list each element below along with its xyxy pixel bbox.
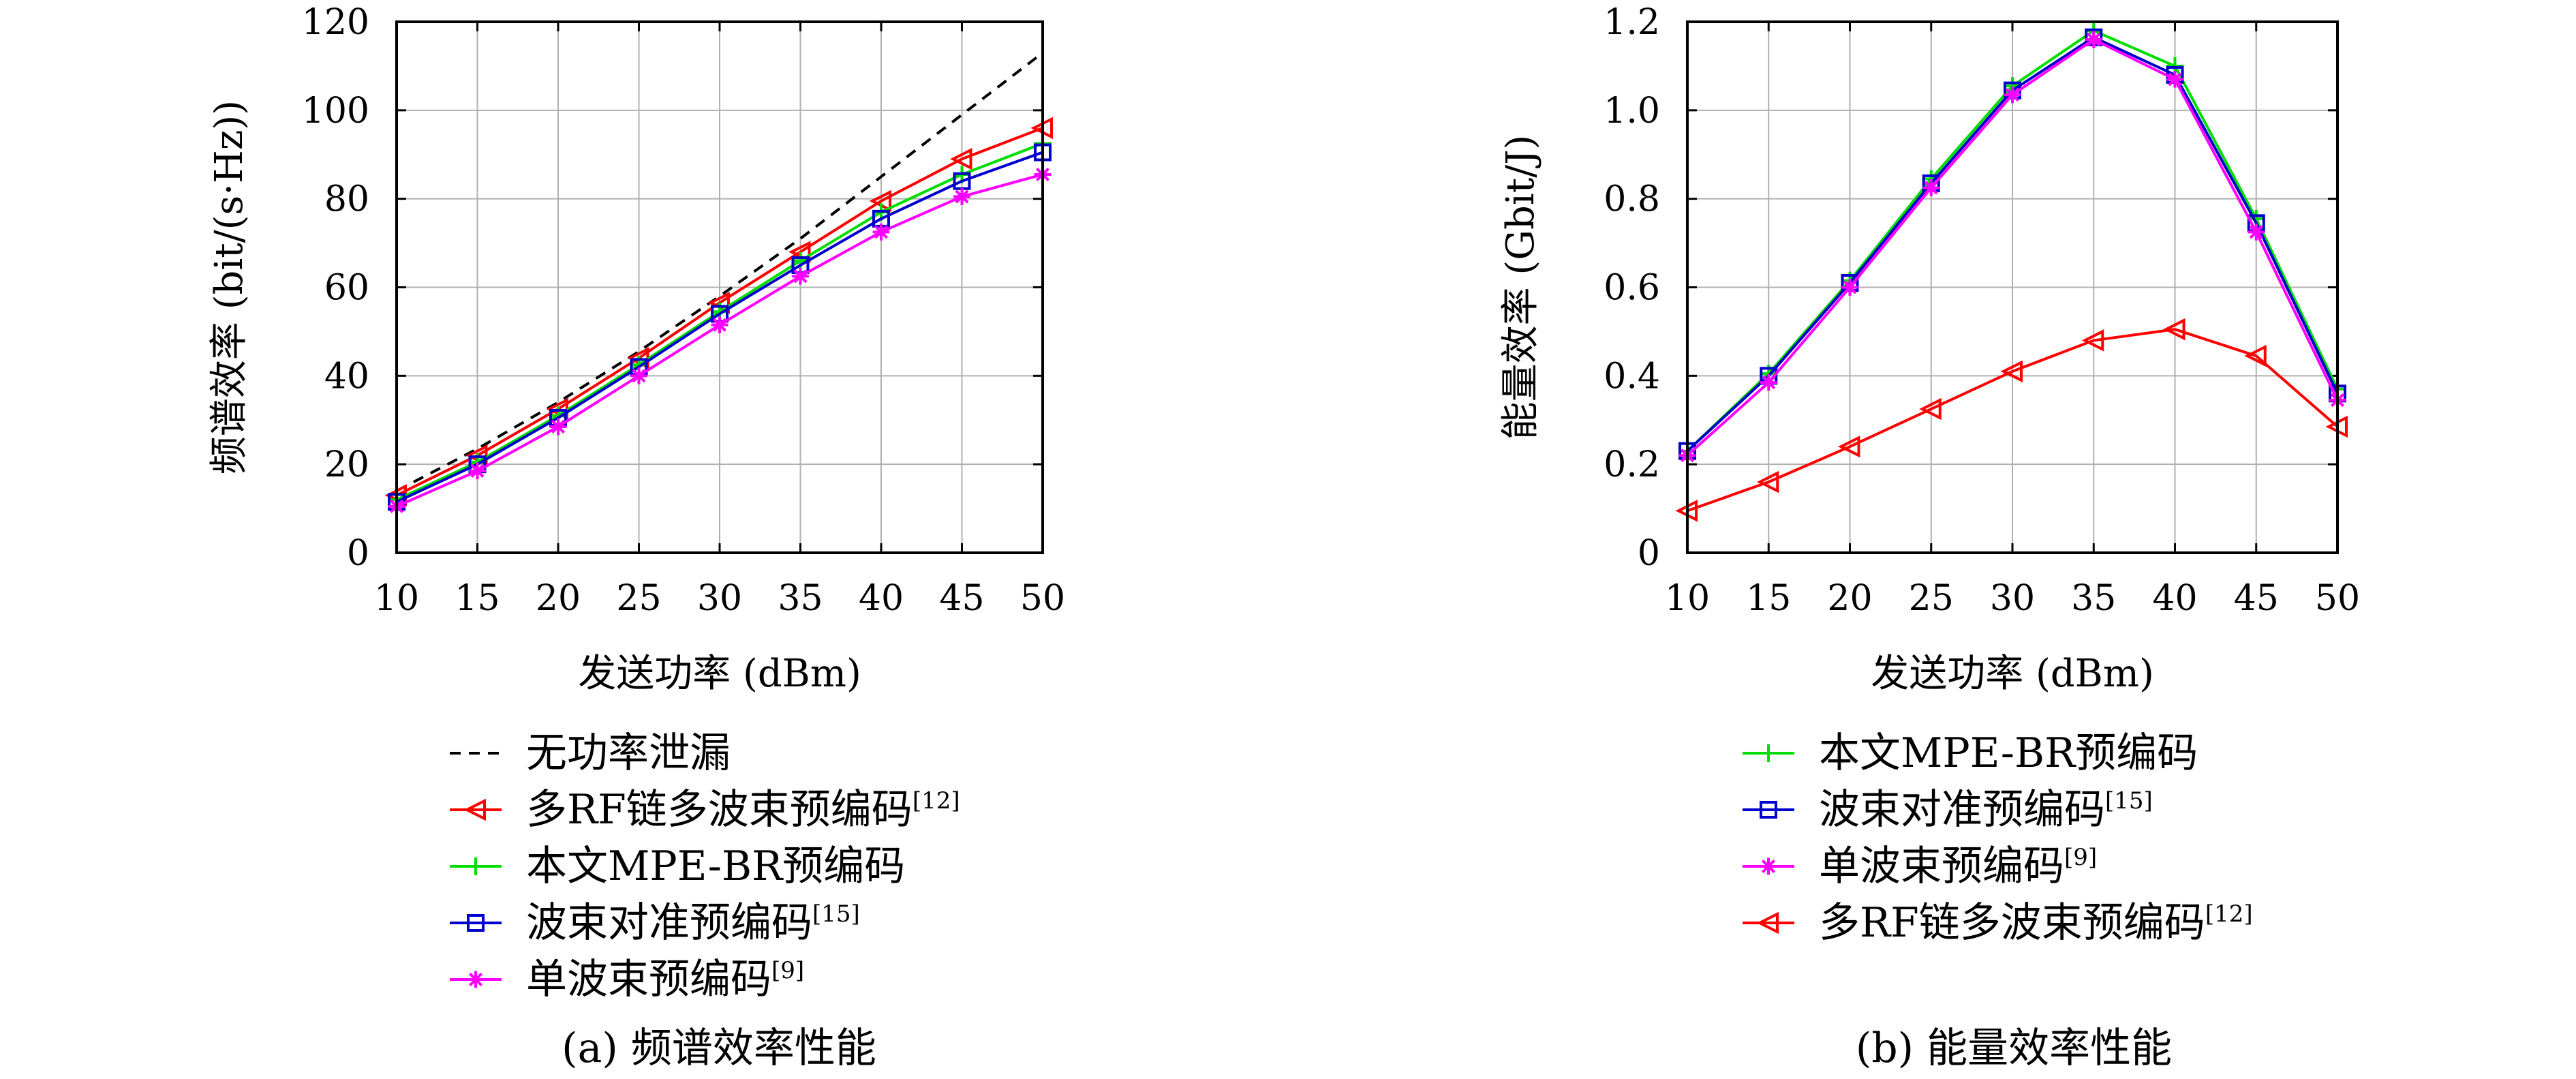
legend-marker xyxy=(467,914,485,932)
x-tick-label: 10 xyxy=(374,578,419,619)
y-tick-label: 0.4 xyxy=(1604,356,1660,397)
x-axis-label: 发送功率 (dBm) xyxy=(578,652,861,696)
legend-ref: [12] xyxy=(2205,900,2253,928)
legend-ref: [9] xyxy=(771,957,804,984)
legend-ref: [15] xyxy=(2105,787,2153,815)
legend-marker xyxy=(1756,911,1779,934)
data-point xyxy=(2000,360,2023,383)
y-tick-label: 0.6 xyxy=(1604,268,1660,309)
legend-marker xyxy=(1760,744,1777,762)
y-axis-label: 能量效率 (Gbit/J) xyxy=(1499,135,1543,440)
legend-label: 无功率泄漏 xyxy=(526,729,731,777)
y-tick-label: 0.8 xyxy=(1604,179,1660,220)
legend-label: 多RF链多波束预编码[12] xyxy=(1819,899,2253,947)
data-point xyxy=(872,224,890,241)
panel-caption: (b) 能量效率性能 xyxy=(1856,1024,2172,1072)
legend-marker xyxy=(1760,857,1777,875)
data-point xyxy=(1756,470,1779,493)
y-tick-label: 0 xyxy=(1638,533,1660,574)
data-point xyxy=(792,267,809,285)
y-tick-label: 80 xyxy=(324,179,369,220)
data-point xyxy=(630,367,647,384)
x-tick-label: 15 xyxy=(1746,578,1791,619)
legend-ref: [9] xyxy=(2064,844,2097,871)
y-tick-label: 20 xyxy=(324,444,369,485)
x-tick-label: 50 xyxy=(2315,578,2360,619)
x-tick-label: 35 xyxy=(778,578,823,619)
data-point xyxy=(2248,224,2265,241)
y-tick-label: 120 xyxy=(302,2,369,43)
x-tick-label: 40 xyxy=(859,578,904,619)
x-tick-label: 30 xyxy=(1990,578,2035,619)
data-point xyxy=(1919,397,1942,421)
x-tick-label: 10 xyxy=(1665,578,1710,619)
x-tick-label: 50 xyxy=(1020,578,1065,619)
x-tick-label: 15 xyxy=(455,578,500,619)
y-tick-label: 1.0 xyxy=(1604,91,1660,132)
x-tick-label: 45 xyxy=(2234,578,2279,619)
plot-frame xyxy=(395,20,1044,554)
x-tick-label: 25 xyxy=(616,578,661,619)
x-tick-label: 20 xyxy=(536,578,581,619)
y-tick-label: 1.2 xyxy=(1604,2,1660,43)
legend-label: 本文MPE-BR预编码 xyxy=(1819,729,2198,777)
legend-marker xyxy=(463,798,486,821)
data-point xyxy=(2244,344,2267,367)
data-point xyxy=(549,418,567,436)
series-line xyxy=(396,51,1044,492)
legend-marker xyxy=(467,857,485,875)
x-tick-label: 45 xyxy=(939,578,984,619)
x-tick-label: 30 xyxy=(697,578,742,619)
y-tick-label: 0.2 xyxy=(1604,444,1660,485)
x-tick-label: 35 xyxy=(2071,578,2116,619)
data-point xyxy=(711,316,729,334)
legend-label: 波束对准预编码[15] xyxy=(1819,786,2153,834)
series-line xyxy=(396,151,1043,504)
data-point xyxy=(953,188,970,205)
legend-label: 单波束预编码[9] xyxy=(526,956,804,1003)
legend-label: 波束对准预编码[15] xyxy=(526,899,860,947)
legend-label: 单波束预编码[9] xyxy=(1819,842,2097,890)
legend-marker xyxy=(1760,801,1777,819)
data-point xyxy=(2085,31,2102,48)
panel-caption: (a) 频谱效率性能 xyxy=(562,1024,876,1072)
x-axis-label: 发送功率 (dBm) xyxy=(1871,652,2154,696)
legend-ref: [15] xyxy=(812,900,860,928)
data-point xyxy=(1838,435,1860,458)
data-point xyxy=(2081,329,2104,352)
x-tick-label: 20 xyxy=(1827,578,1872,619)
legend-label: 多RF链多波束预编码[12] xyxy=(526,786,960,834)
data-point xyxy=(2004,86,2021,104)
y-tick-label: 60 xyxy=(324,268,369,309)
plot-frame xyxy=(1686,20,2339,554)
data-point xyxy=(2163,318,2186,341)
data-point xyxy=(1922,179,1940,196)
x-tick-label: 25 xyxy=(1909,578,1954,619)
panel-b-energy-efficiency: 10 15 20 25 30 35 40 45 50 0 0.2 0.4 0.6 0.8 1.0 1.2 发送功… xyxy=(1499,2,2360,1072)
y-tick-label: 40 xyxy=(324,356,369,397)
data-point xyxy=(469,462,486,480)
data-point xyxy=(950,148,972,170)
legend-ref: [12] xyxy=(913,787,960,815)
data-point xyxy=(1760,374,1777,391)
data-point xyxy=(1841,279,1858,296)
panel-a-spectral-efficiency: 10 15 20 25 30 35 40 45 50 0 20 40 60 80 100 120 发送功率 (d… xyxy=(207,2,1065,1072)
data-point xyxy=(2166,71,2183,88)
legend-marker xyxy=(467,971,485,988)
legend-label: 本文MPE-BR预编码 xyxy=(526,842,905,890)
y-tick-label: 100 xyxy=(302,91,369,132)
x-tick-label: 40 xyxy=(2152,578,2197,619)
y-tick-label: 0 xyxy=(347,533,369,574)
series-line xyxy=(1687,328,2339,513)
y-axis-label: 频谱效率 (bit/(s·Hz)) xyxy=(207,100,251,474)
